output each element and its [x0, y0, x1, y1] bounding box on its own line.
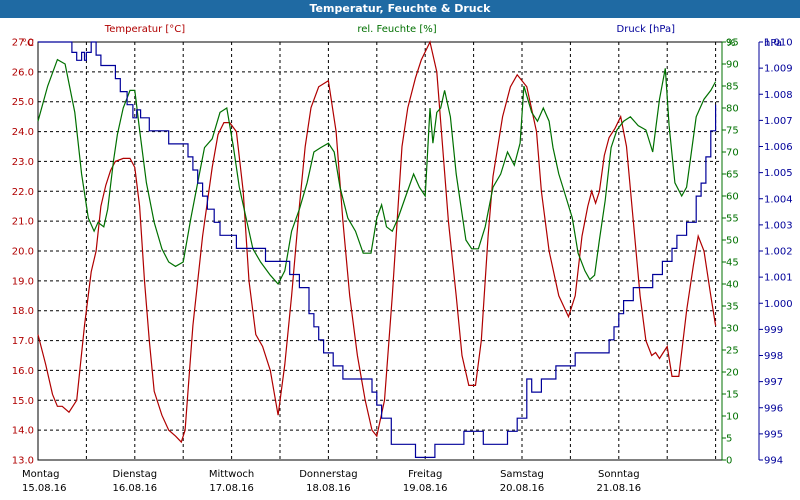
- press-tick-label: 1.004: [764, 194, 793, 205]
- hum-tick-label: 40: [726, 280, 739, 291]
- x-tick-day: Sonntag: [598, 469, 640, 480]
- chart-labels: 13.0 14.0 15.0 16.0 17.0 18.0 19.0 20.0 21.0 22.0…: [12, 24, 793, 494]
- press-tick-label: 1.005: [764, 168, 793, 179]
- press-tick-label: 1.000: [764, 299, 793, 310]
- x-tick-day: Freitag: [408, 469, 442, 480]
- press-tick-label: 997: [764, 377, 783, 388]
- hum-tick-label: 90: [726, 60, 739, 71]
- temp-tick-label: 27.0: [12, 38, 34, 49]
- hum-unit-label: %: [726, 38, 736, 49]
- temp-tick-label: 16.0: [12, 366, 34, 377]
- press-tick-label: 1.002: [764, 247, 793, 258]
- hum-tick-label: 65: [726, 170, 739, 181]
- chart-axes: [37, 41, 763, 461]
- hum-tick-label: 0: [726, 456, 732, 467]
- press-tick-label: 1.009: [764, 64, 793, 75]
- hum-tick-label: 75: [726, 126, 739, 137]
- hum-tick-label: 10: [726, 412, 739, 423]
- hum-tick-label: 25: [726, 346, 739, 357]
- temp-unit-label: °C: [22, 38, 34, 49]
- legend-press: Druck [hPa]: [617, 24, 676, 35]
- x-tick-day: Montag: [22, 469, 59, 480]
- hum-tick-label: 20: [726, 368, 739, 379]
- x-tick-day: Mittwoch: [209, 469, 254, 480]
- press-tick-label: 1.003: [764, 220, 793, 231]
- x-tick-date: 15.08.16: [22, 483, 67, 494]
- temp-tick-label: 14.0: [12, 426, 34, 437]
- temp-tick-label: 23.0: [12, 157, 34, 168]
- x-tick-date: 17.08.16: [209, 483, 254, 494]
- x-tick-day: Samstag: [500, 469, 544, 480]
- hum-tick-label: 95: [726, 38, 739, 49]
- x-tick-date: 21.08.16: [597, 483, 642, 494]
- press-tick-label: 996: [764, 403, 783, 414]
- temp-tick-label: 17.0: [12, 336, 34, 347]
- temp-tick-label: 13.0: [12, 456, 34, 467]
- x-tick-date: 16.08.16: [113, 483, 158, 494]
- press-tick-label: 998: [764, 351, 783, 362]
- hum-tick-label: 35: [726, 302, 739, 313]
- weather-chart: 13.0 14.0 15.0 16.0 17.0 18.0 19.0 20.0 21.0 22.0…: [12, 24, 793, 494]
- series-line-press: [38, 41, 717, 458]
- temp-tick-label: 19.0: [12, 276, 34, 287]
- temp-tick-label: 20.0: [12, 247, 34, 258]
- temp-tick-label: 26.0: [12, 67, 34, 78]
- hum-tick-label: 80: [726, 104, 739, 115]
- press-tick-label: 1.010: [764, 38, 793, 49]
- press-tick-label: 999: [764, 325, 783, 336]
- hum-tick-label: 60: [726, 192, 739, 203]
- legend-hum: rel. Feuchte [%]: [357, 24, 436, 35]
- x-tick-day: Donnerstag: [299, 469, 357, 480]
- press-tick-label: 1.001: [764, 273, 793, 284]
- chart-title: Temperatur, Feuchte & Druck: [0, 0, 800, 18]
- temp-tick-label: 22.0: [12, 187, 34, 198]
- temp-tick-label: 25.0: [12, 97, 34, 108]
- grid-lines: [37, 41, 723, 461]
- press-tick-label: 994: [764, 456, 783, 467]
- press-tick-label: 1.008: [764, 90, 793, 101]
- x-tick-date: 18.08.16: [306, 483, 351, 494]
- x-tick-date: 19.08.16: [403, 483, 448, 494]
- hum-tick-label: 50: [726, 236, 739, 247]
- series-line-temp: [37, 40, 717, 444]
- hum-tick-label: 5: [726, 434, 732, 445]
- legend-temp: Temperatur [°C]: [104, 24, 185, 35]
- x-tick-date: 20.08.16: [500, 483, 545, 494]
- hum-tick-label: 30: [726, 324, 739, 335]
- temp-tick-label: 21.0: [12, 217, 34, 228]
- press-tick-label: 995: [764, 429, 783, 440]
- chart-series: [37, 40, 717, 458]
- series-line-hum: [37, 58, 717, 286]
- press-tick-label: 1.007: [764, 116, 793, 127]
- press-tick-label: 1.006: [764, 142, 793, 153]
- hum-tick-label: 15: [726, 390, 739, 401]
- press-unit-label: hPa: [764, 38, 782, 49]
- hum-tick-label: 85: [726, 82, 739, 93]
- temp-tick-label: 24.0: [12, 127, 34, 138]
- hum-tick-label: 70: [726, 148, 739, 159]
- x-tick-day: Dienstag: [113, 469, 158, 480]
- temp-tick-label: 15.0: [12, 396, 34, 407]
- hum-tick-label: 55: [726, 214, 739, 225]
- temp-tick-label: 18.0: [12, 306, 34, 317]
- hum-tick-label: 45: [726, 258, 739, 269]
